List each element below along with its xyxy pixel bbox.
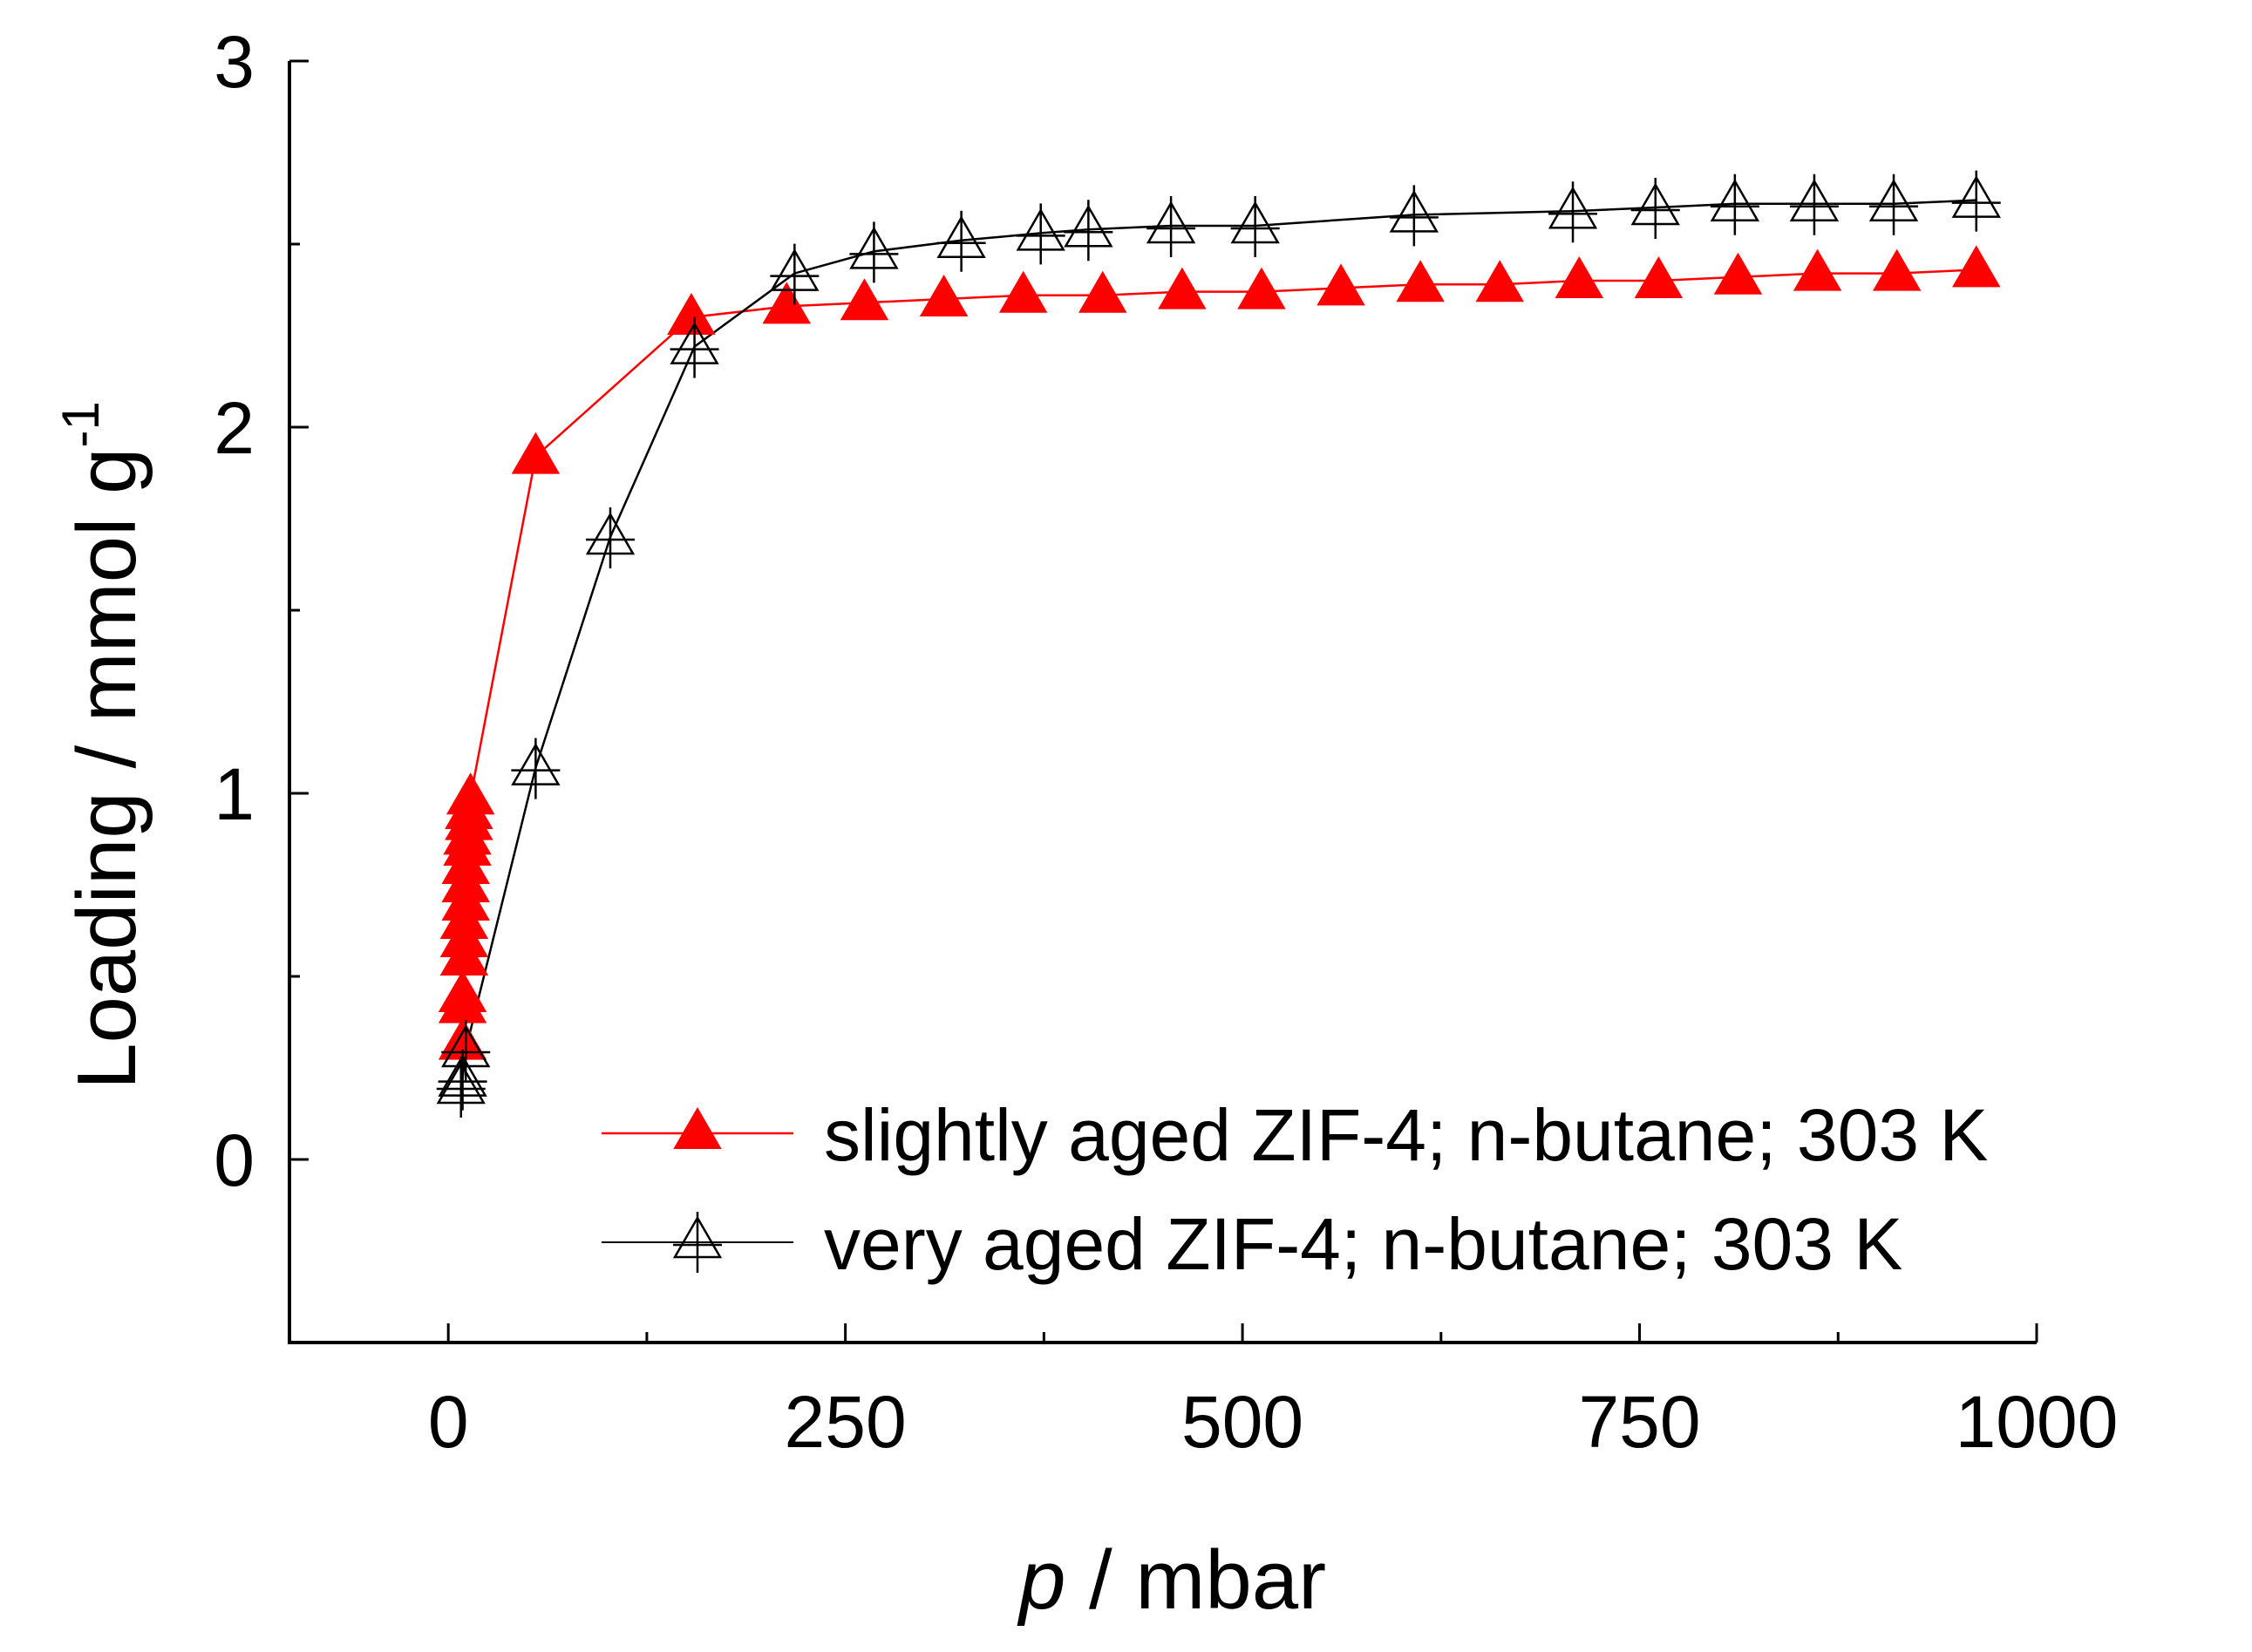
legend-entry-slightly-aged: slightly aged ZIF-4; n-butane; 303 K [602,1094,1988,1176]
data-point-slightly-aged [1078,270,1127,313]
y-tick-label: 3 [214,21,255,103]
data-point-very-aged [1710,173,1760,235]
data-point-slightly-aged [1396,260,1445,303]
x-axis-label-italic: p [1017,1533,1065,1627]
data-point-slightly-aged [1158,267,1207,309]
data-point-very-aged [936,210,986,272]
data-point-very-aged [1548,181,1598,243]
data-point-slightly-aged [1952,245,2001,288]
data-point-very-aged [849,221,899,283]
legend-label-very-aged: very aged ZIF-4; n-butane; 303 K [824,1203,1902,1285]
y-tick-label: 2 [214,387,255,469]
data-point-very-aged [585,507,636,568]
data-point-slightly-aged [1555,256,1604,298]
data-point-very-aged [1064,200,1113,262]
data-point-slightly-aged [446,772,495,815]
data-point-very-aged [1630,178,1680,239]
x-tick-label: 750 [1578,1381,1700,1463]
data-point-very-aged [441,1020,491,1081]
data-point-slightly-aged [667,293,716,335]
data-point-slightly-aged [1475,260,1524,303]
data-point-very-aged [511,738,561,799]
data-point-very-aged [1389,185,1439,247]
x-tick-label: 1000 [1956,1381,2119,1463]
data-point-very-aged [1951,170,2001,232]
data-point-very-aged [1789,173,1840,235]
axes [288,61,2037,1344]
x-tick-label: 500 [1181,1381,1303,1463]
y-axis-label: Loading / mmol g-1 [51,401,153,1090]
y-tick-label: 0 [214,1119,255,1201]
data-point-very-aged [1146,196,1196,257]
y-tick-label: 1 [214,753,255,835]
data-point-slightly-aged [511,432,561,474]
series-line-slightly-aged [461,269,1976,1043]
data-point-slightly-aged [438,970,487,1012]
x-tick-label: 250 [785,1381,907,1463]
x-axis-label: p / mbar [1017,1533,1326,1627]
data-point-slightly-aged [1634,256,1684,298]
data-point-very-aged [1868,173,1919,235]
x-axis-label-text: / mbar [1065,1533,1326,1627]
data-point-slightly-aged [1713,252,1763,295]
legend-marker-very-aged [672,1212,723,1273]
data-point-slightly-aged [840,278,889,321]
x-tick-label: 0 [428,1381,469,1463]
data-point-slightly-aged [919,275,969,316]
data-point-very-aged [1016,203,1065,265]
series-markers [436,170,2001,1118]
data-point-slightly-aged [1237,267,1286,309]
y-axis-label-sup: -1 [51,401,110,447]
data-point-slightly-aged [1317,263,1365,306]
legend-entry-very-aged: very aged ZIF-4; n-butane; 303 K [602,1203,1902,1285]
data-point-very-aged [770,243,820,305]
data-point-very-aged [438,1049,487,1111]
data-point-very-aged [1230,196,1280,257]
data-point-slightly-aged [762,282,811,324]
legend-label-slightly-aged: slightly aged ZIF-4; n-butane; 303 K [824,1094,1988,1176]
legend: slightly aged ZIF-4; n-butane; 303 K ver… [602,1094,1988,1285]
data-point-slightly-aged [1793,248,1842,291]
data-point-very-aged [670,316,719,378]
y-axis-label-text: Loading / mmol g [60,447,153,1089]
data-point-slightly-aged [998,270,1048,313]
legend-marker-slightly-aged [673,1107,722,1149]
ticks: 0 250 500 750 1000 0 1 2 3 [214,21,2118,1463]
data-point-slightly-aged [1872,248,1922,291]
